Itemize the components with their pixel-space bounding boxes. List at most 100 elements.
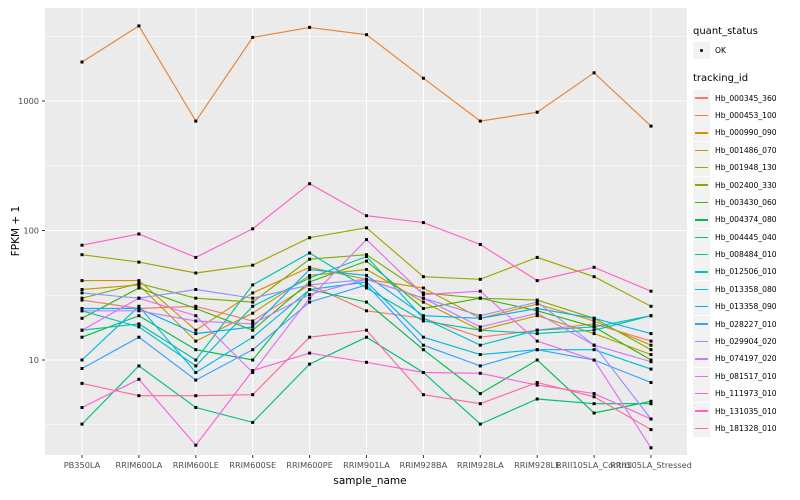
data-point [592,343,596,347]
legend-title-tracking-id: tracking_id [693,73,749,85]
data-point [592,316,596,320]
data-point [80,358,84,362]
line-glyph-icon [695,375,708,378]
data-point [80,309,84,313]
legend-item-label: Hb_000453_100 [715,110,777,120]
legend-item-Hb_181328_010: Hb_181328_010 [693,420,800,437]
data-point [649,358,653,362]
data-point [478,325,482,329]
legend-key-box [693,42,710,60]
legend-key-box [693,367,710,385]
legend-key-box [693,211,710,229]
legend-item-label: Hb_012506_010 [715,267,777,277]
y-axis-title: FPKM + 1 [10,205,22,257]
legend-item-label: Hb_181328_010 [715,424,777,433]
data-point [535,302,539,306]
line-glyph-icon [695,288,708,291]
data-point [592,348,596,352]
data-point [478,392,482,396]
data-point [421,296,425,300]
data-point [421,348,425,352]
data-point [592,319,596,323]
data-point [194,288,198,291]
data-point [137,307,141,310]
legend-key-box [693,89,710,107]
data-point [80,60,84,64]
data-point [137,335,141,339]
data-point [194,296,198,300]
line-glyph-icon [695,236,708,238]
data-point [137,325,141,329]
data-point [194,364,198,368]
data-point [80,316,84,320]
data-point [365,255,368,258]
data-point [535,381,539,384]
data-point [649,417,653,421]
data-point [478,314,482,318]
data-point [478,119,482,123]
point-glyph-icon [699,48,704,53]
data-point [421,300,425,304]
legend-item-label: Hb_000990_090 [715,128,777,138]
x-tick-label: RRIM600SE [229,460,276,470]
data-point [308,335,312,339]
data-point [421,316,425,320]
legend-item-label: Hb_001948_130 [715,163,777,173]
data-point [592,411,596,415]
line-glyph-icon [695,306,708,308]
data-point [251,369,255,372]
data-point [80,288,84,291]
data-point [592,328,596,332]
data-point [194,371,198,374]
data-point [251,322,255,326]
legend-item-Hb_001486_070: Hb_001486_070 [693,141,800,159]
data-point [194,339,198,343]
data-point [365,214,368,218]
data-point [251,393,255,397]
data-point [308,251,312,255]
data-point [308,351,312,355]
data-point [365,277,368,281]
data-point [478,371,482,375]
x-axis-title: sample_name [333,475,407,487]
data-point [80,253,84,257]
data-point [421,319,425,323]
legend-section-quant-status: quant_status OK [693,26,800,60]
data-point [365,283,368,287]
data-point [194,119,198,123]
data-point [365,253,368,257]
data-point [137,309,141,313]
x-tick-label: RRII105LA_Stressed [610,460,692,470]
legend-item-label: Hb_000345_360 [715,93,777,103]
data-point [478,353,482,357]
data-point [649,367,653,371]
data-point [365,328,368,332]
x-tick-label: RRIM600LA [115,460,162,470]
legend-item-label: Hb_111973_010 [715,389,777,399]
legend-item-label: Hb_028227_010 [715,319,777,329]
data-point [478,277,482,281]
data-point [421,335,425,339]
data-point [137,24,141,28]
legend-key-box [693,385,710,403]
data-point [80,328,84,332]
data-point [535,397,539,401]
data-point [80,406,84,409]
legend-key-box [693,280,710,298]
x-tick-label: RRII105LA_Control [556,460,632,470]
data-point [649,353,653,357]
data-point [194,319,198,323]
data-point [535,328,539,332]
data-point [80,298,84,302]
legend-item-label: Hb_002400_330 [715,180,777,190]
data-point [137,364,141,368]
data-point [137,279,141,283]
data-point [478,402,482,406]
data-point [421,291,425,295]
legend-item-Hb_008484_010: Hb_008484_010 [693,246,800,264]
legend-item-Hb_131035_010: Hb_131035_010 [693,402,800,420]
data-point [421,275,425,279]
legend-key-box [693,176,710,194]
legend-item-label: Hb_001486_070 [715,145,777,155]
